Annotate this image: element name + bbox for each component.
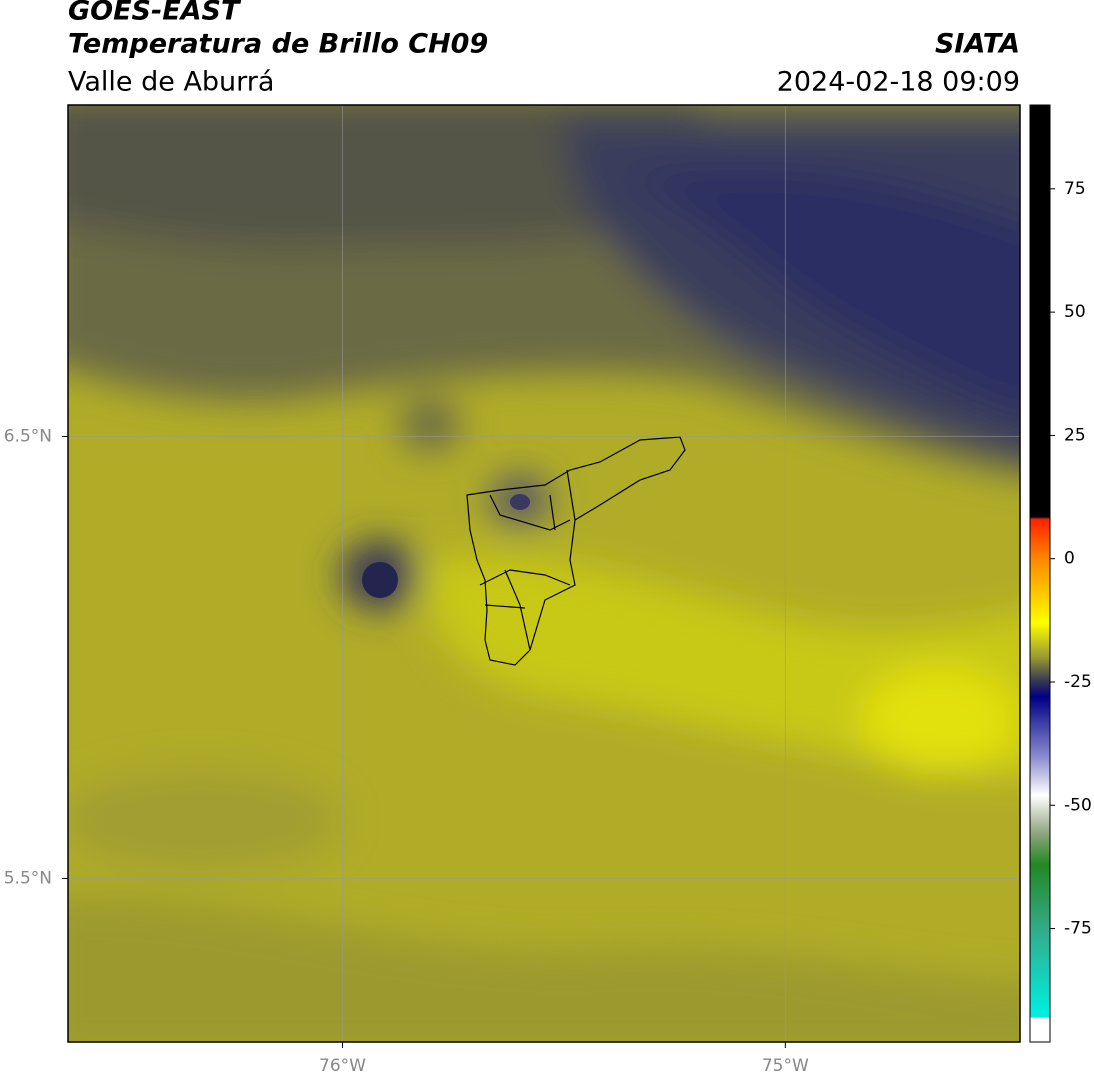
colorbar-tick-label: -50 xyxy=(1064,795,1092,815)
datetime: 2024-02-18 09:09 xyxy=(777,67,1020,98)
colorbar-tick-label: 50 xyxy=(1064,302,1086,322)
region: Valle de Aburrá xyxy=(68,67,274,98)
y-tick-label: 6.5°N xyxy=(4,426,52,446)
municipality-borders xyxy=(466,436,686,666)
x-tick-label: 76°W xyxy=(319,1056,366,1076)
source: SIATA xyxy=(935,29,1020,60)
satellite-image xyxy=(68,105,1020,1042)
colorbar-tick-label: -75 xyxy=(1064,919,1092,939)
colorbar-tick-label: 0 xyxy=(1064,549,1075,569)
colorbar xyxy=(1029,104,1051,1043)
map-frame xyxy=(67,104,1021,1043)
title: GOES-EAST xyxy=(68,0,242,27)
colorbar-tick-label: -25 xyxy=(1064,672,1092,692)
x-tick-label: 75°W xyxy=(762,1056,809,1076)
y-tick-label: 5.5°N xyxy=(4,868,52,888)
colorbar-tick-label: 75 xyxy=(1064,179,1086,199)
colorbar-tick-label: 25 xyxy=(1064,425,1086,445)
subtitle: Temperatura de Brillo CH09 xyxy=(68,29,488,60)
